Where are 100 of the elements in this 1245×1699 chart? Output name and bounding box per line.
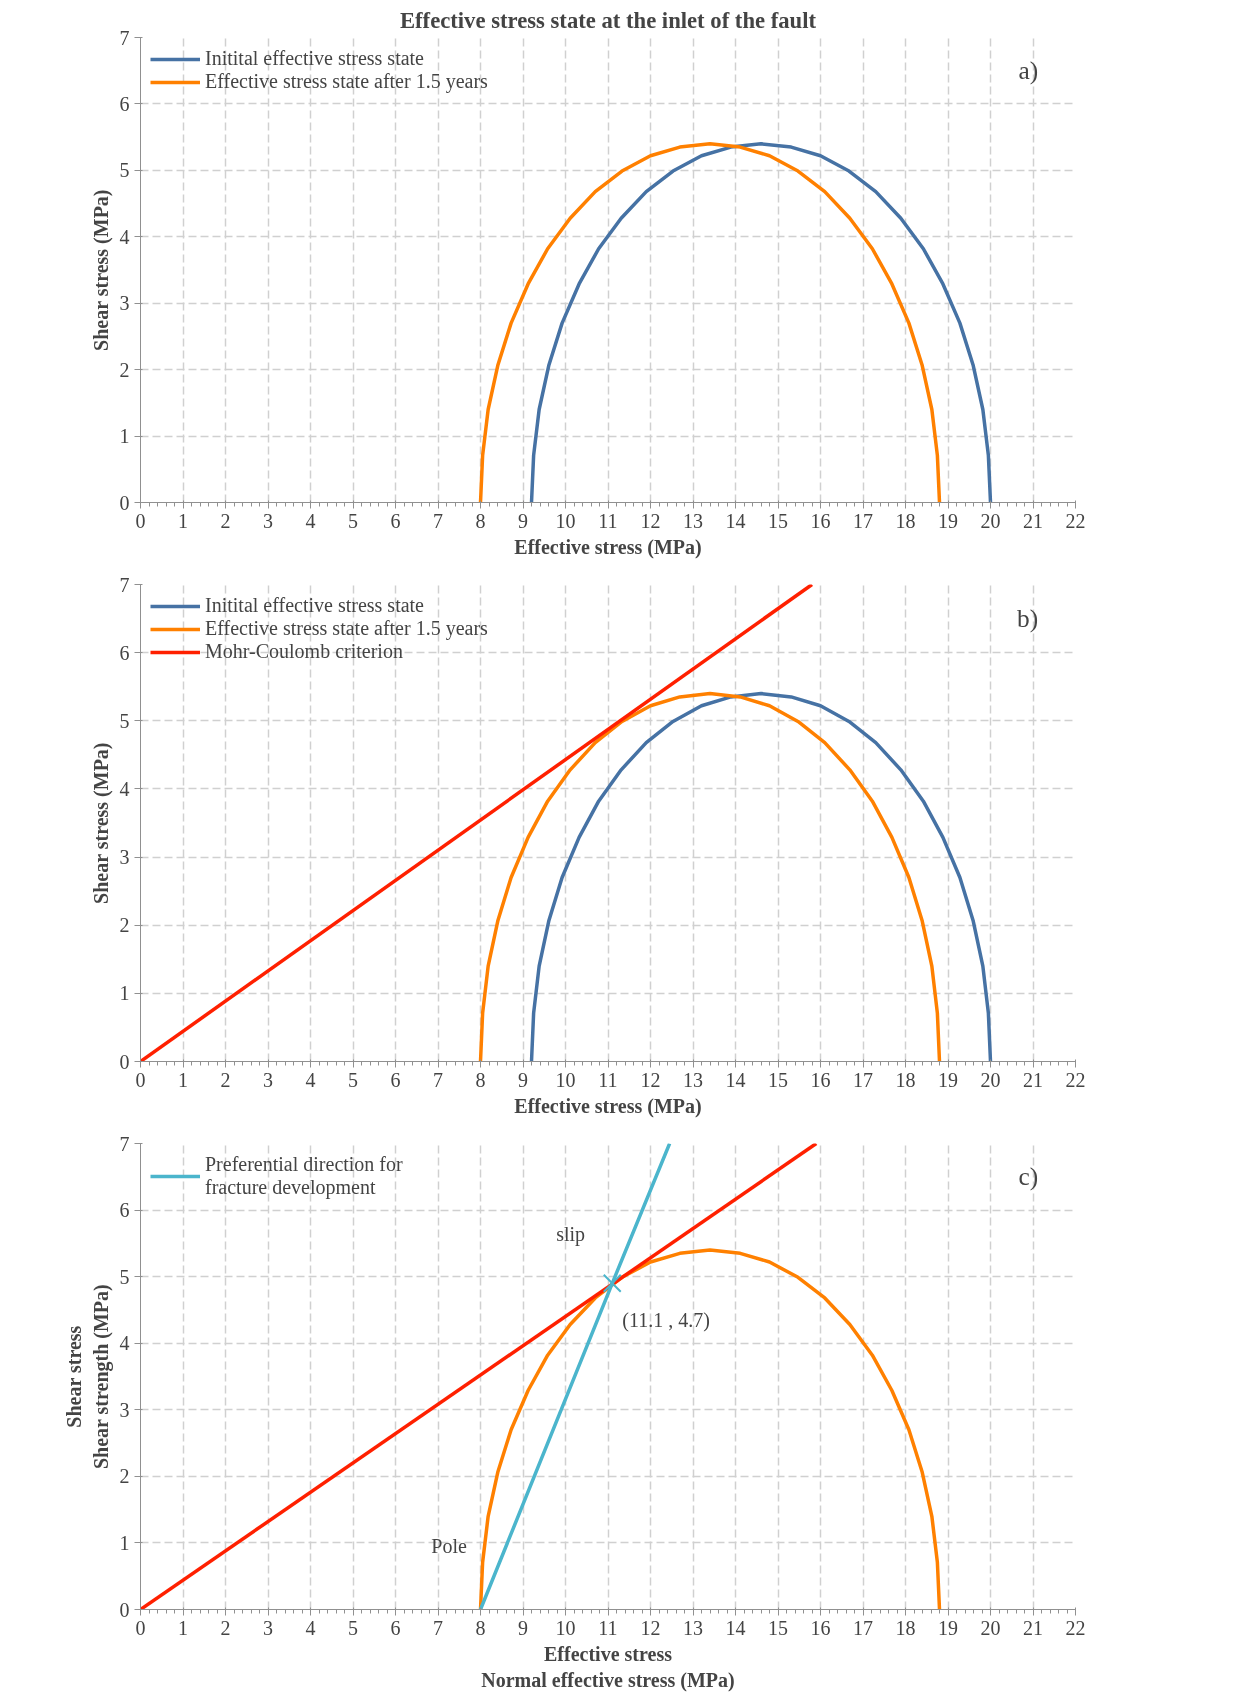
x-tick-label: 8 (475, 1616, 486, 1639)
x-tick-label: 13 (683, 509, 703, 532)
y-tick-label: 1 (119, 982, 130, 1005)
x-tick-label: 18 (895, 1068, 916, 1091)
x-tick-label: 16 (810, 509, 831, 532)
annotation: slip (556, 1222, 586, 1246)
x-tick-label: 2 (220, 509, 231, 532)
x-tick-label: 4 (305, 509, 316, 532)
x-tick-label: 5 (348, 1068, 358, 1091)
y-tick-label: 2 (119, 1465, 130, 1488)
x-tick-label: 21 (1023, 509, 1043, 532)
x-tick-label: 17 (853, 509, 873, 532)
x-tick-label: 4 (305, 1068, 316, 1091)
chart-title: Effective stress state at the inlet of the fault (399, 7, 817, 33)
x-tick-label: 15 (768, 509, 788, 532)
y-tick-label: 0 (119, 1598, 130, 1621)
x-axis-title: Effective stress Normal effective stress (MPa) (481, 1642, 735, 1692)
x-tick-label: 9 (518, 1068, 528, 1091)
y-tick-label: 3 (119, 292, 130, 315)
x-tick-label: 21 (1023, 1616, 1043, 1639)
x-tick-label: 22 (1065, 1616, 1086, 1639)
x-tick-label: 15 (768, 1616, 788, 1639)
y-tick-label: 4 (119, 1332, 130, 1355)
x-tick-label: 0 (135, 1068, 146, 1091)
x-tick-label: 0 (135, 1616, 146, 1639)
y-tick-label: 5 (119, 1265, 130, 1288)
annotation: Pole (431, 1534, 467, 1557)
y-tick-label: 3 (119, 846, 130, 869)
y-tick-label: 5 (119, 159, 130, 182)
x-tick-label: 7 (433, 1068, 443, 1091)
x-tick-label: 14 (725, 1068, 746, 1091)
x-axis-title: Effective stress (MPa) (514, 1094, 702, 1118)
x-tick-label: 10 (555, 1068, 576, 1091)
annotation: c) (1018, 1162, 1039, 1192)
annotation: b) (1017, 603, 1039, 633)
x-tick-label: 20 (980, 509, 1001, 532)
x-tick-label: 18 (895, 509, 916, 532)
annotation: a) (1018, 56, 1039, 86)
x-tick-label: 9 (518, 509, 528, 532)
y-tick-label: 1 (119, 1531, 130, 1554)
x-tick-label: 13 (683, 1068, 703, 1091)
x-tick-label: 5 (348, 1616, 358, 1639)
y-tick-label: 5 (119, 709, 130, 732)
y-tick-label: 0 (119, 1050, 130, 1073)
x-tick-label: 16 (810, 1068, 831, 1091)
annotation: (11.1 , 4.7) (622, 1308, 710, 1332)
x-tick-label: 11 (598, 1068, 618, 1091)
line-series (478, 142, 942, 503)
x-tick-label: 8 (475, 509, 486, 532)
x-tick-label: 17 (853, 1616, 873, 1639)
x-tick-label: 7 (433, 1616, 443, 1639)
x-tick-label: 20 (980, 1068, 1001, 1091)
x-tick-label: 3 (263, 1068, 273, 1091)
legend-label: Preferential direction for fracture development (205, 1153, 403, 1199)
x-tick-label: 14 (725, 509, 746, 532)
x-tick-label: 17 (853, 1068, 873, 1091)
y-axis-title: Shear stress (MPa) (89, 189, 113, 351)
x-tick-label: 19 (938, 1616, 958, 1639)
y-tick-label: 4 (119, 225, 130, 248)
x-tick-label: 11 (598, 1616, 618, 1639)
x-axis-title: Effective stress (MPa) (514, 535, 702, 559)
x-tick-label: 4 (305, 1616, 316, 1639)
y-tick-label: 2 (119, 358, 130, 381)
x-tick-label: 8 (475, 1068, 486, 1091)
x-tick-label: 1 (178, 509, 188, 532)
y-axis-title: Shear stress (MPa) (89, 742, 113, 904)
legend-label: Initital effective stress state (205, 594, 424, 617)
x-tick-label: 2 (220, 1616, 231, 1639)
y-tick-label: 2 (119, 914, 130, 937)
x-tick-label: 1 (178, 1616, 188, 1639)
x-tick-label: 5 (348, 509, 358, 532)
y-tick-label: 7 (119, 573, 130, 596)
x-tick-label: 6 (390, 509, 401, 532)
legend-label: Effective stress state after 1.5 years (205, 70, 488, 93)
legend-label: Mohr-Coulomb criterion (205, 640, 403, 663)
x-tick-label: 9 (518, 1616, 528, 1639)
x-tick-label: 16 (810, 1616, 831, 1639)
y-tick-label: 1 (119, 425, 130, 448)
x-tick-label: 12 (640, 509, 661, 532)
line-series (529, 691, 993, 1062)
x-tick-label: 12 (640, 1616, 661, 1639)
x-tick-label: 10 (555, 509, 576, 532)
y-tick-label: 7 (119, 26, 130, 49)
legend-label: Initital effective stress state (205, 47, 424, 70)
x-tick-label: 13 (683, 1616, 703, 1639)
y-tick-label: 6 (119, 92, 130, 115)
x-tick-label: 7 (433, 509, 443, 532)
legend-label: Effective stress state after 1.5 years (205, 617, 488, 640)
x-tick-label: 3 (263, 509, 273, 532)
x-tick-label: 21 (1023, 1068, 1043, 1091)
x-tick-label: 0 (135, 509, 146, 532)
line-series (529, 142, 993, 503)
x-tick-label: 20 (980, 1616, 1001, 1639)
x-tick-label: 10 (555, 1616, 576, 1639)
x-tick-label: 15 (768, 1068, 788, 1091)
x-tick-label: 6 (390, 1616, 401, 1639)
y-tick-label: 6 (119, 1199, 130, 1222)
x-tick-label: 11 (598, 509, 618, 532)
x-tick-label: 6 (390, 1068, 401, 1091)
y-tick-label: 4 (119, 777, 130, 800)
